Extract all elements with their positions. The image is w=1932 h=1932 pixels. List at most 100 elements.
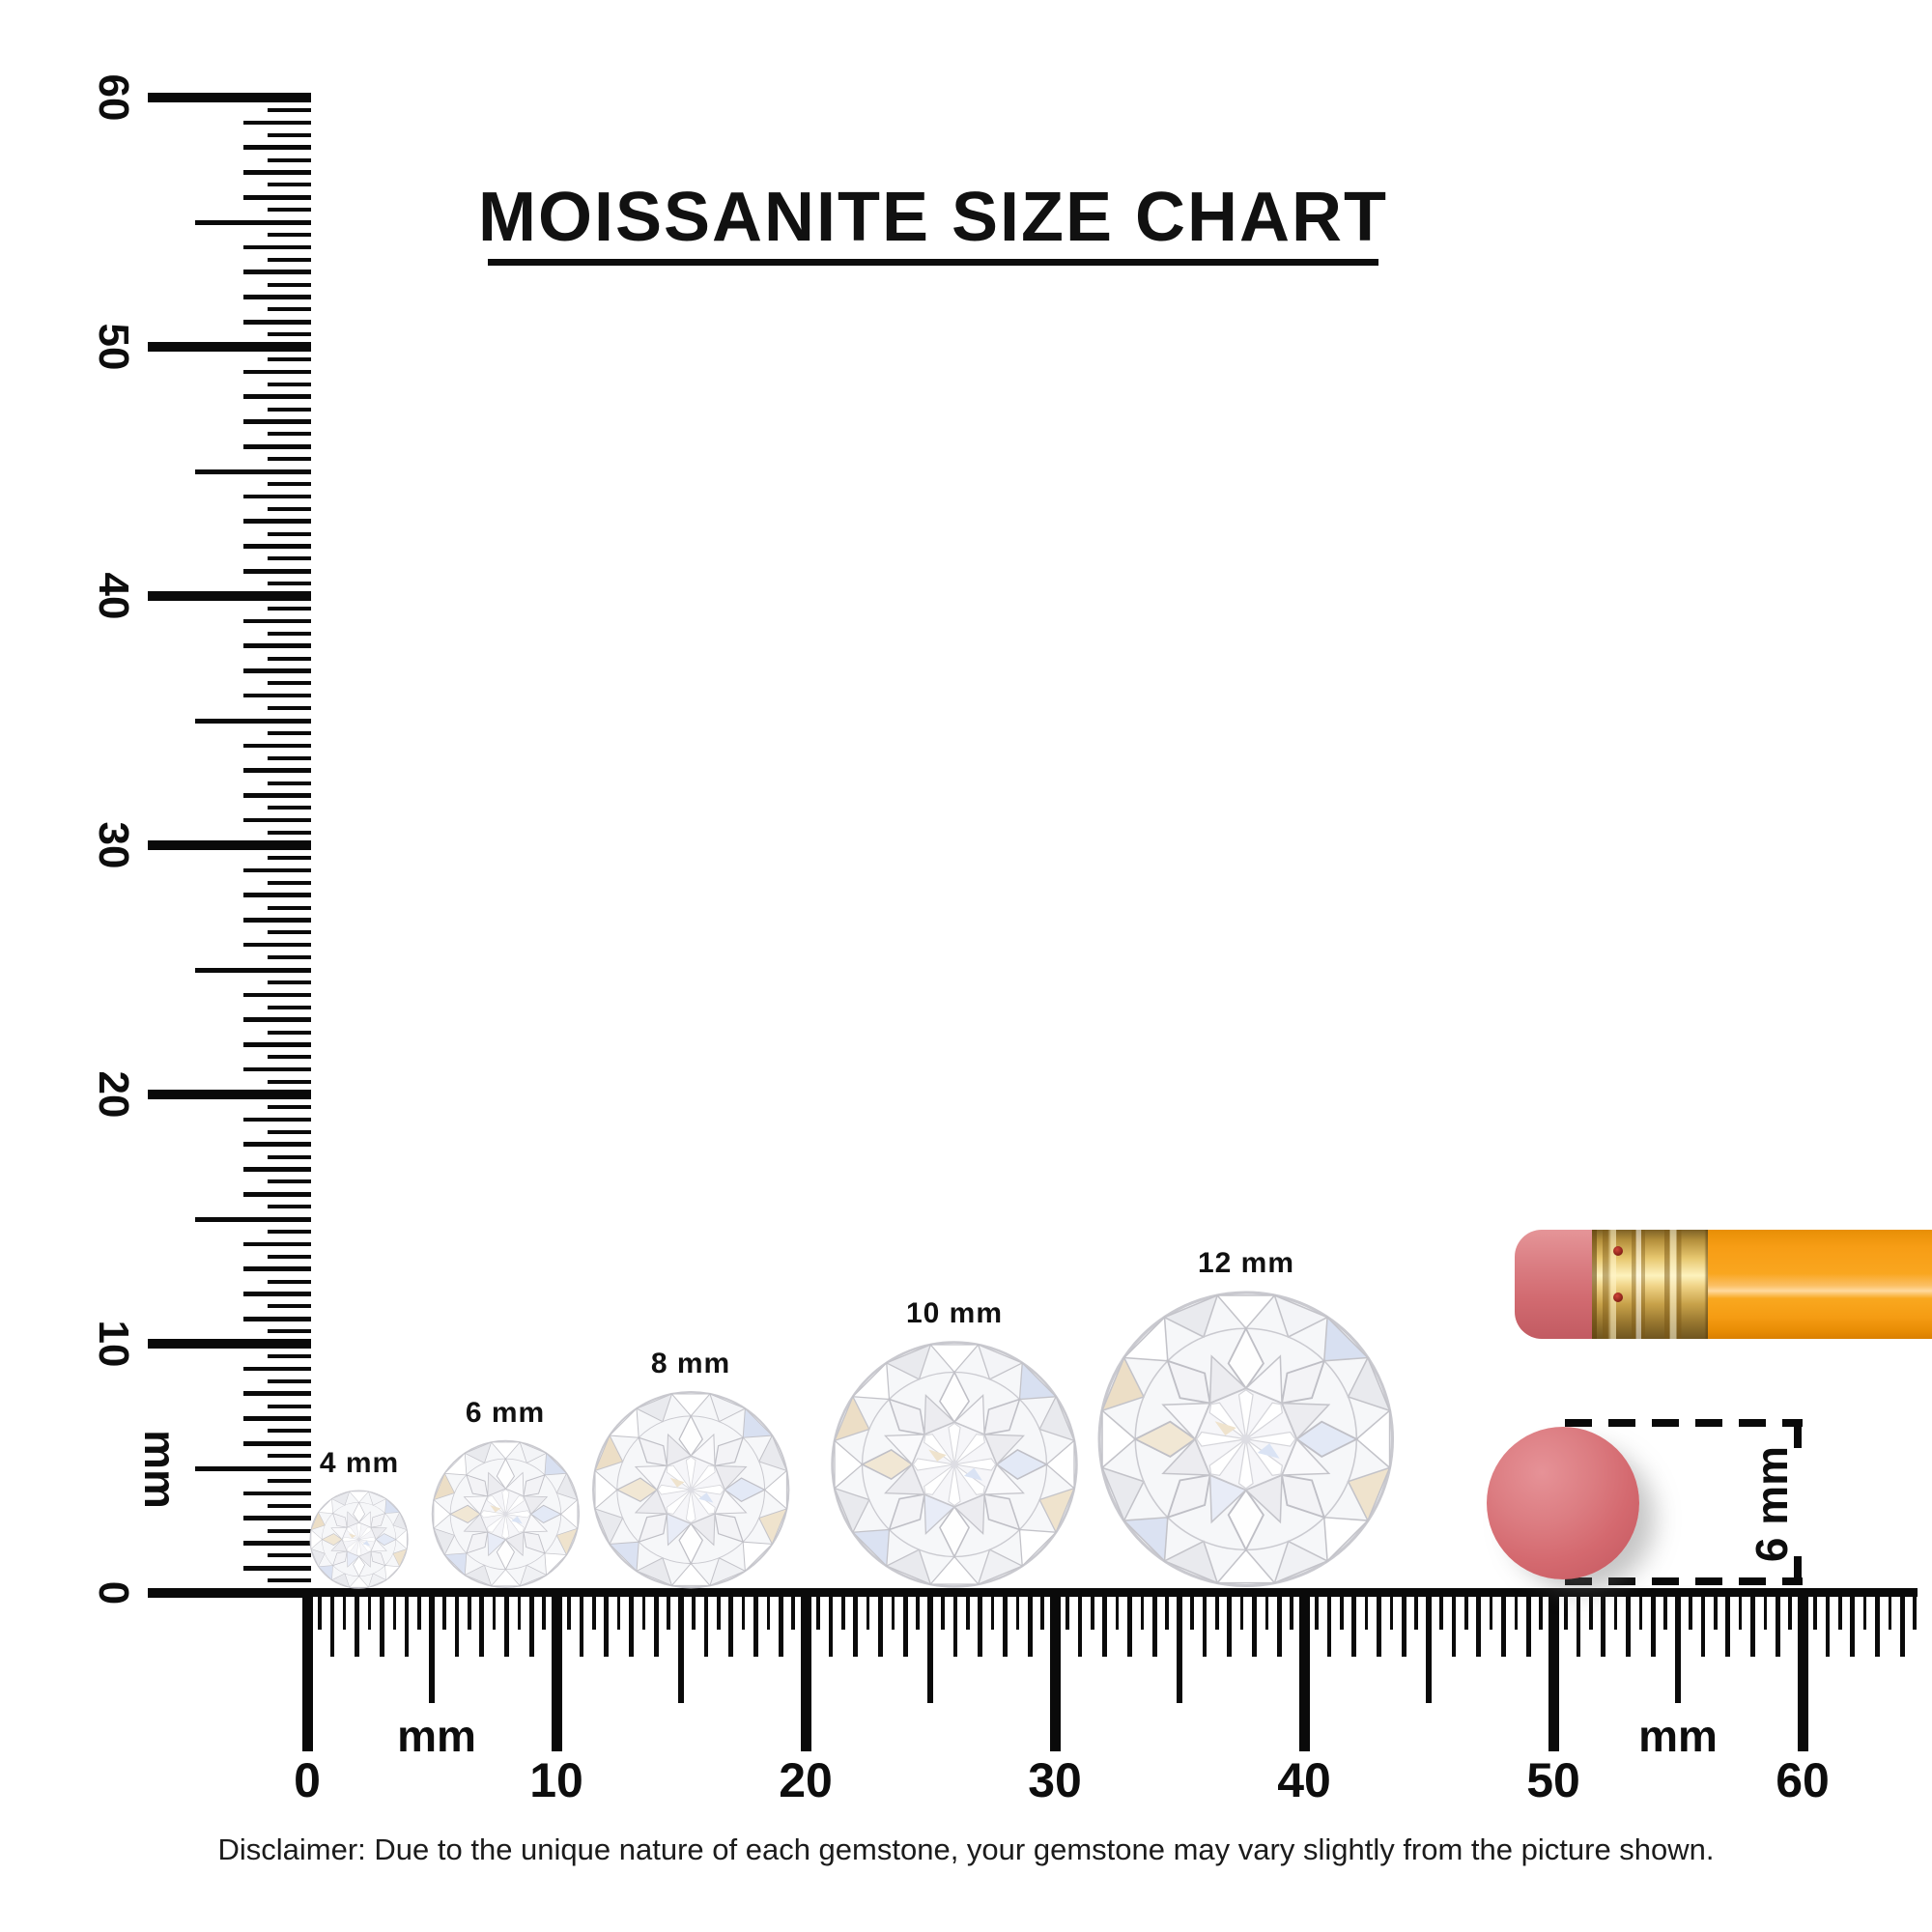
vertical-ruler-tick: [268, 831, 311, 836]
horizontal-ruler-tick: [717, 1597, 721, 1630]
horizontal-ruler-tick: [1077, 1597, 1083, 1657]
horizontal-ruler-tick: [1290, 1597, 1293, 1630]
vertical-ruler-tick: [268, 1030, 311, 1035]
horizontal-ruler-tick: [492, 1597, 497, 1630]
vertical-ruler-number: 20: [90, 1070, 137, 1119]
vertical-ruler-tick: [243, 1042, 311, 1047]
vertical-ruler-tick: [148, 93, 311, 102]
horizontal-ruler-tick: [1564, 1597, 1568, 1630]
vertical-ruler-tick: [243, 918, 311, 923]
vertical-ruler-tick: [268, 1478, 311, 1483]
horizontal-ruler-unit-label-left: mm: [397, 1711, 476, 1761]
vertical-ruler-number: 30: [90, 821, 137, 869]
vertical-ruler-tick: [243, 743, 311, 748]
vertical-ruler-tick: [243, 1066, 311, 1072]
horizontal-ruler-tick: [551, 1597, 562, 1751]
vertical-ruler-tick: [243, 1366, 311, 1371]
horizontal-ruler-tick: [629, 1597, 634, 1657]
horizontal-ruler-tick: [1613, 1597, 1618, 1630]
vertical-ruler-tick: [243, 1541, 311, 1546]
vertical-ruler-number: 10: [90, 1320, 137, 1368]
vertical-ruler-tick: [268, 656, 311, 661]
horizontal-ruler-tick: [1725, 1597, 1730, 1657]
pencil-ferrule: [1592, 1230, 1713, 1339]
horizontal-ruler-tick: [301, 1597, 313, 1751]
vertical-ruler-tick: [243, 1241, 311, 1246]
vertical-ruler-tick: [268, 556, 311, 561]
horizontal-ruler-tick: [1165, 1597, 1169, 1630]
horizontal-ruler-tick: [1875, 1597, 1880, 1657]
gem: [431, 1439, 581, 1589]
vertical-ruler-tick: [268, 880, 311, 885]
horizontal-ruler-tick: [1298, 1597, 1310, 1751]
vertical-ruler-tick: [243, 817, 311, 823]
vertical-ruler-tick: [243, 1566, 311, 1571]
vertical-ruler-number: 60: [90, 73, 137, 122]
horizontal-ruler-tick: [1464, 1597, 1468, 1630]
vertical-ruler-tick: [243, 444, 311, 449]
horizontal-ruler-tick: [841, 1597, 845, 1630]
vertical-ruler-tick: [268, 806, 311, 810]
horizontal-ruler-tick: [1689, 1597, 1692, 1630]
horizontal-ruler-tick: [1788, 1597, 1792, 1630]
vertical-ruler-tick: [243, 1441, 311, 1446]
vertical-ruler-tick: [195, 718, 311, 724]
vertical-ruler-tick: [243, 320, 311, 325]
horizontal-ruler-tick: [753, 1597, 758, 1657]
horizontal-ruler-tick: [866, 1597, 870, 1630]
ferrule-rivet-dot: [1613, 1293, 1623, 1302]
vertical-ruler-tick: [268, 1104, 311, 1109]
vertical-ruler-tick: [243, 1391, 311, 1396]
horizontal-ruler-tick: [1049, 1597, 1061, 1751]
horizontal-ruler-tick: [903, 1597, 908, 1657]
horizontal-ruler-tick: [1389, 1597, 1393, 1630]
vertical-ruler-tick: [268, 1378, 311, 1383]
horizontal-ruler-tick: [616, 1597, 621, 1630]
pencil-eraser: [1515, 1230, 1597, 1339]
vertical-ruler-tick: [268, 1353, 311, 1358]
horizontal-ruler-tick: [1177, 1597, 1182, 1703]
vertical-ruler-tick: [268, 755, 311, 760]
horizontal-ruler-tick: [504, 1597, 509, 1657]
horizontal-ruler-tick: [1489, 1597, 1493, 1630]
vertical-ruler-tick: [268, 1429, 311, 1434]
horizontal-ruler-number: 60: [1776, 1753, 1830, 1807]
horizontal-ruler-tick: [1426, 1597, 1432, 1703]
vertical-ruler-tick: [268, 855, 311, 860]
gem: [309, 1490, 410, 1589]
vertical-ruler-tick: [268, 481, 311, 486]
horizontal-ruler-tick: [853, 1597, 858, 1657]
horizontal-ruler-tick: [542, 1597, 546, 1630]
vertical-ruler-tick: [268, 730, 311, 735]
vertical-ruler-tick: [268, 955, 311, 960]
horizontal-ruler-tick: [1264, 1597, 1269, 1630]
horizontal-ruler-tick: [766, 1597, 770, 1630]
horizontal-ruler-tick: [1539, 1597, 1543, 1630]
horizontal-ruler-tick: [1750, 1597, 1755, 1657]
vertical-ruler-tick: [195, 1216, 311, 1222]
pencil: [1515, 1230, 1932, 1339]
measure-line-top-end: [1794, 1427, 1802, 1448]
horizontal-ruler-tick: [1003, 1597, 1008, 1657]
vertical-ruler-tick: [268, 208, 311, 213]
horizontal-ruler-tick: [1825, 1597, 1830, 1657]
vertical-ruler-tick: [268, 1080, 311, 1085]
vertical-ruler-tick: [195, 219, 311, 225]
horizontal-ruler-tick: [1115, 1597, 1120, 1630]
vertical-ruler-tick: [243, 992, 311, 997]
horizontal-ruler-number: 0: [294, 1753, 321, 1807]
vertical-ruler-tick: [268, 432, 311, 437]
vertical-ruler-tick: [243, 643, 311, 648]
horizontal-ruler-tick: [604, 1597, 609, 1657]
vertical-ruler-tick: [268, 407, 311, 412]
horizontal-ruler-tick: [878, 1597, 883, 1657]
horizontal-ruler-tick: [1501, 1597, 1506, 1657]
vertical-ruler-tick: [243, 893, 311, 897]
horizontal-ruler-tick: [978, 1597, 982, 1657]
vertical-ruler-tick: [243, 1017, 311, 1022]
vertical-ruler-tick: [268, 232, 311, 237]
vertical-ruler-tick: [243, 569, 311, 574]
horizontal-ruler-tick: [1315, 1597, 1319, 1630]
horizontal-ruler-tick: [703, 1597, 708, 1657]
vertical-ruler-tick: [243, 295, 311, 299]
